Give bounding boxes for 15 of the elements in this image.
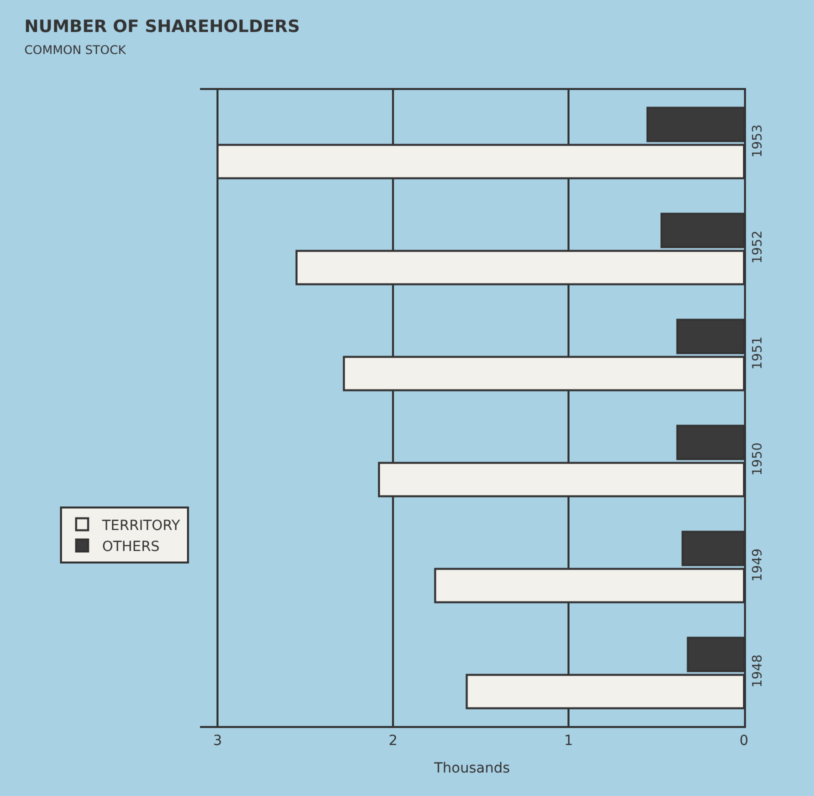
y-tick-label: 1952 [750, 230, 766, 264]
y-tick-label: 1951 [750, 336, 766, 370]
x-tick-label: 2 [388, 732, 398, 749]
x-tick-label: 1 [564, 732, 573, 749]
y-tick-label: 1950 [750, 442, 766, 476]
y-tick-label: 1953 [750, 124, 766, 158]
y-tick-label: 1949 [750, 548, 766, 582]
x-axis-title: Thousands [433, 760, 510, 777]
y-tick-label: 1948 [750, 654, 766, 688]
x-tick-label: 3 [213, 732, 222, 749]
legend-label: OTHERS [102, 538, 160, 555]
chart-title: NUMBER OF SHAREHOLDERS [24, 16, 300, 37]
x-tick-label: 0 [740, 732, 748, 749]
text: COMMON STOCK [24, 42, 127, 57]
legend-label: TERRITORY [101, 518, 181, 534]
